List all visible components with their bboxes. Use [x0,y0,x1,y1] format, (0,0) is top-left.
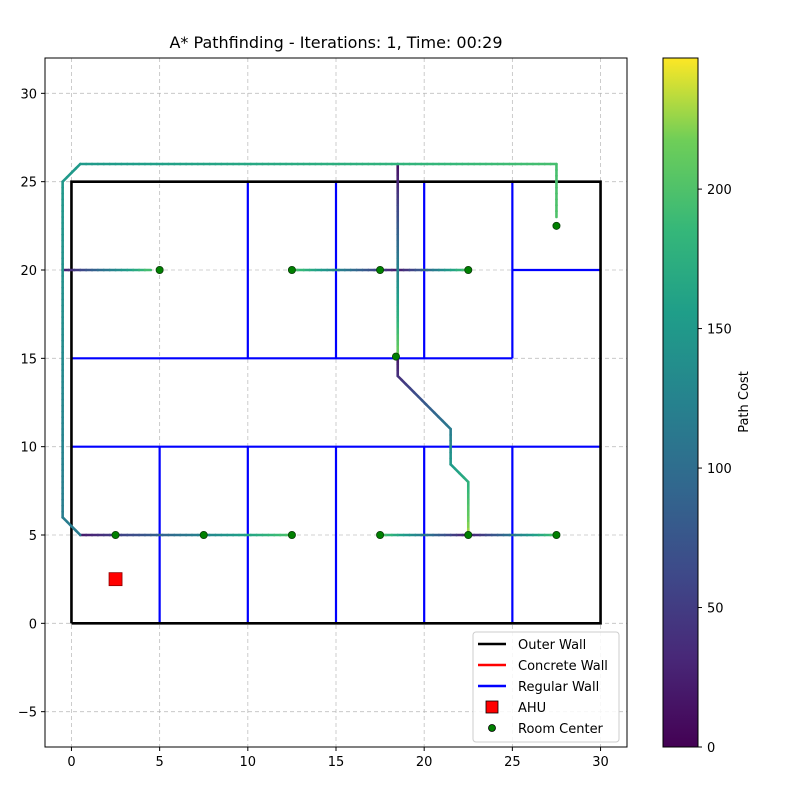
colorbar-tick-label: 0 [707,741,715,756]
colorbar-tick-label: 50 [707,602,724,617]
y-tick-label: 0 [29,617,37,632]
colorbar-gradient [662,57,699,748]
legend-label: Concrete Wall [518,659,608,674]
room-center-marker [376,531,385,540]
room-center-marker [391,352,400,361]
y-tick-label: 10 [20,441,37,456]
legend-swatch [485,700,499,714]
y-tick-label: 15 [20,352,37,367]
x-tick-label: 25 [504,755,521,770]
legend-label: Outer Wall [518,638,586,653]
ahu-marker [108,572,123,587]
room-center-marker [111,531,120,540]
x-tick-label: 15 [328,755,345,770]
room-center-marker [464,531,473,540]
colorbar-tick-label: 100 [707,462,732,477]
plot-area [61,162,602,625]
y-tick-label: 20 [20,264,37,279]
room-center-marker [199,531,208,540]
colorbar: Path Cost 0 50 100 150 200 [662,57,752,756]
x-tick-label: 5 [155,755,163,770]
y-tick-label: 30 [20,87,37,102]
chart-title: A* Pathfinding - Iterations: 1, Time: 00… [169,33,502,52]
room-center-marker [287,531,296,540]
room-center-marker [155,265,164,274]
room-center-marker [552,221,561,230]
x-tick-label: 20 [416,755,433,770]
legend-swatch [488,724,496,732]
colorbar-tick-label: 150 [707,323,732,338]
colorbar-tick-label: 200 [707,183,732,198]
x-tick-label: 0 [67,755,75,770]
x-tick-label: 10 [240,755,257,770]
legend: Outer Wall Concrete Wall Regular Wall AHU Ro… [472,631,620,743]
room-center-marker [552,531,561,540]
y-tick-label: −5 [18,706,37,721]
legend-label: Room Center [518,722,604,737]
outer-wall [70,180,602,625]
colorbar-label: Path Cost [737,371,752,433]
legend-label: AHU [518,701,546,716]
room-center-marker [287,265,296,274]
y-tick-label: 25 [20,176,37,191]
room-center-marker [376,265,385,274]
room-center-marker [464,265,473,274]
x-tick-label: 30 [592,755,609,770]
y-tick-label: 5 [29,529,37,544]
path-route [61,162,558,537]
axis-ticks: 0 5 10 15 20 25 30 −5 0 5 10 15 20 25 30 [18,87,609,770]
legend-label: Regular Wall [518,680,599,695]
